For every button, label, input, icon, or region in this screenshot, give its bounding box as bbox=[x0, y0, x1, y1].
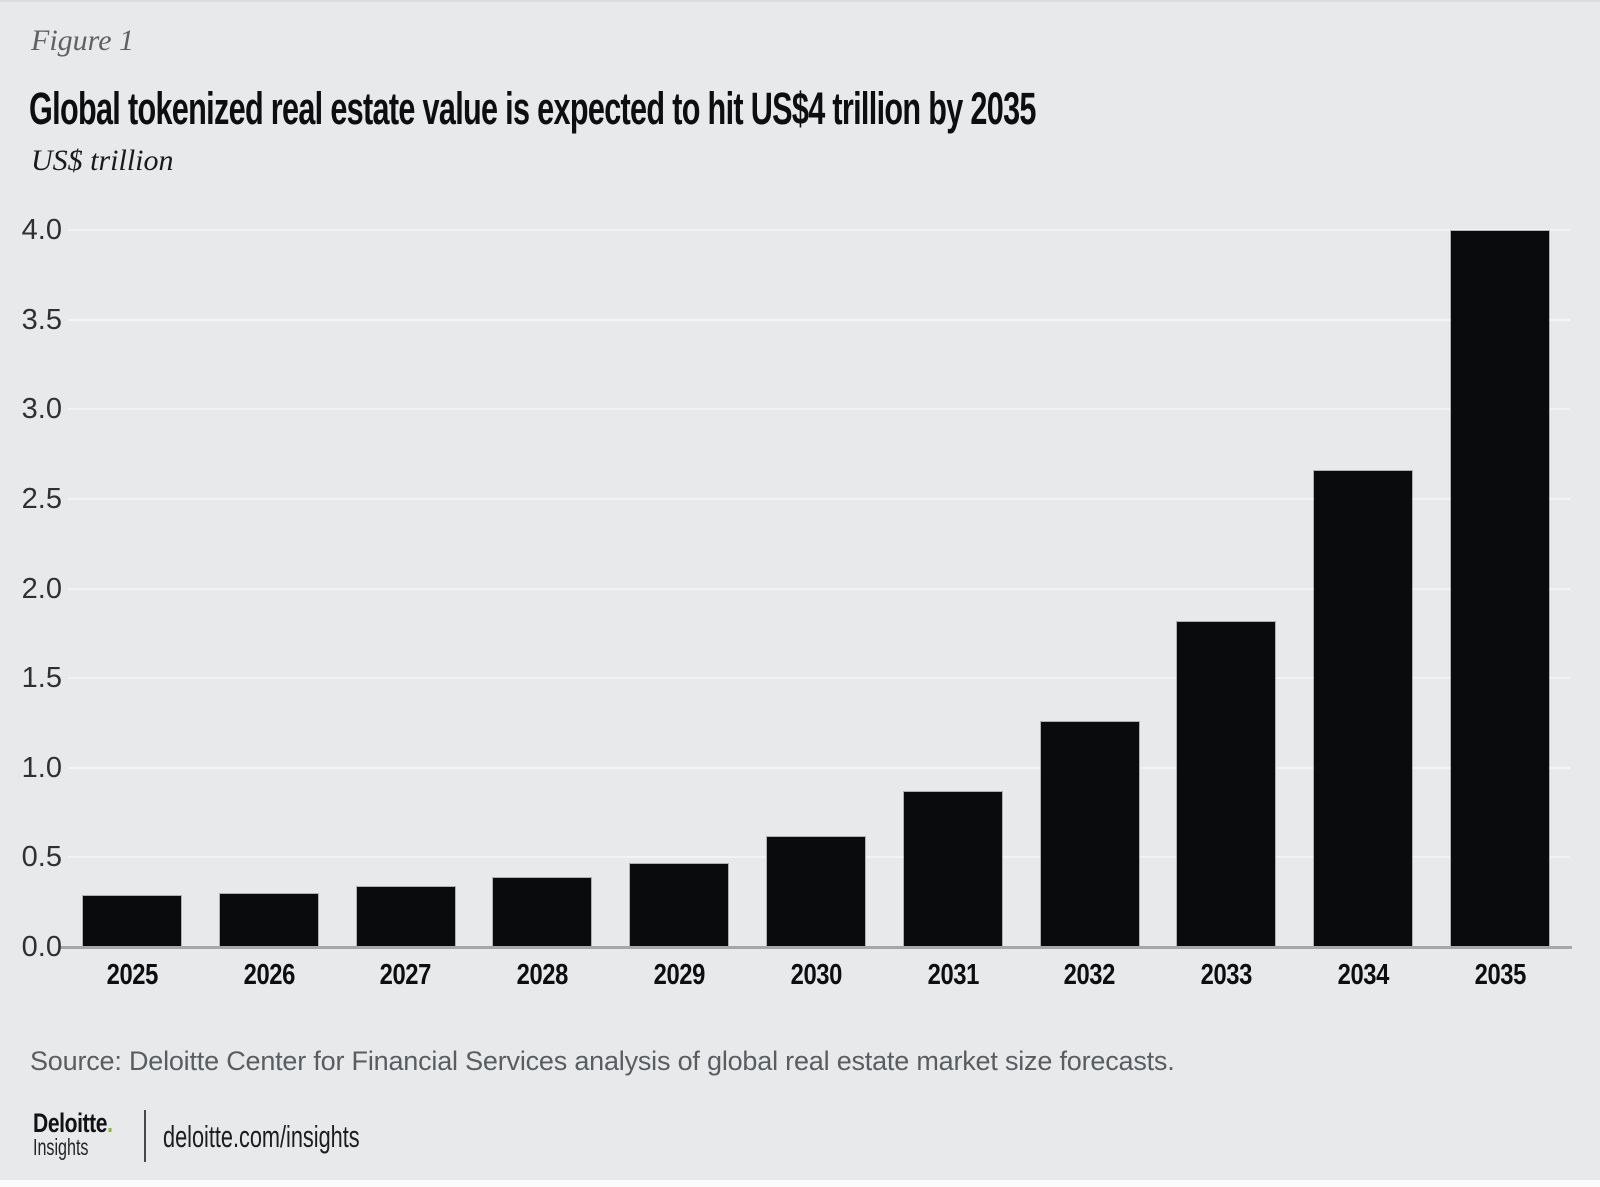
x-tick-label-2031: 2031 bbox=[883, 958, 1023, 992]
deloitte-logo: Deloitte. bbox=[33, 1108, 113, 1139]
x-tick-label-text: 2031 bbox=[927, 958, 979, 991]
x-tick-label-text: 2025 bbox=[106, 958, 158, 991]
x-tick-label-text: 2034 bbox=[1337, 958, 1390, 991]
x-tick-label-text: 2035 bbox=[1474, 958, 1526, 991]
gridline bbox=[68, 229, 1570, 231]
gridline bbox=[68, 766, 1570, 769]
y-tick-label: 1.5 bbox=[21, 662, 62, 695]
x-tick-label-text: 2027 bbox=[379, 958, 432, 991]
bottom-edge-divider bbox=[0, 1180, 1600, 1187]
bar-2031 bbox=[903, 792, 1002, 948]
bar-2028 bbox=[493, 878, 592, 948]
x-tick-label-2025: 2025 bbox=[62, 958, 202, 992]
deloitte-logo-text: Deloitte bbox=[33, 1108, 108, 1138]
x-tick-label-2034: 2034 bbox=[1293, 958, 1433, 992]
x-tick-label-text: 2029 bbox=[653, 958, 706, 991]
gridline bbox=[68, 677, 1570, 680]
bar-2027 bbox=[356, 887, 455, 948]
y-tick-label: 3.0 bbox=[21, 393, 62, 426]
source-note: Source: Deloitte Center for Financial Se… bbox=[30, 1046, 1175, 1076]
figure-label: Figure 1 bbox=[31, 24, 135, 57]
bar-2032 bbox=[1040, 722, 1139, 948]
y-tick-label: 2.5 bbox=[21, 482, 62, 515]
x-axis-baseline bbox=[60, 946, 1572, 949]
bar-2034 bbox=[1314, 471, 1413, 948]
x-tick-label-text: 2026 bbox=[243, 958, 295, 991]
chart-title: Global tokenized real estate value is ex… bbox=[29, 83, 1036, 134]
deloitte-logo-green-dot: . bbox=[107, 1108, 113, 1138]
x-tick-label-2027: 2027 bbox=[336, 958, 476, 992]
x-tick-label-2035: 2035 bbox=[1430, 958, 1570, 992]
x-tick-label-text: 2030 bbox=[790, 958, 842, 991]
gridline bbox=[68, 587, 1570, 590]
x-tick-label-2033: 2033 bbox=[1156, 958, 1296, 992]
gridline bbox=[68, 318, 1570, 321]
y-tick-label: 4.0 bbox=[21, 214, 62, 246]
x-tick-label-2029: 2029 bbox=[609, 958, 749, 992]
y-tick-label: 0.5 bbox=[21, 841, 62, 874]
y-tick-label: 0.0 bbox=[21, 931, 62, 963]
bar-2025 bbox=[83, 896, 181, 948]
x-tick-label-text: 2032 bbox=[1063, 958, 1116, 991]
deloitte-insights-label: Insights bbox=[33, 1134, 89, 1160]
y-tick-label: 3.5 bbox=[21, 303, 62, 336]
bar-2033 bbox=[1177, 621, 1276, 948]
plot-area bbox=[68, 229, 1570, 948]
x-tick-label-2028: 2028 bbox=[472, 958, 612, 992]
gridline bbox=[68, 408, 1570, 411]
x-tick-label-text: 2028 bbox=[516, 958, 569, 991]
bar-2029 bbox=[630, 863, 729, 948]
x-tick-label-2030: 2030 bbox=[746, 958, 886, 992]
x-tick-label-2026: 2026 bbox=[199, 958, 339, 992]
y-axis-unit-label: US$ trillion bbox=[31, 144, 174, 177]
bar-2030 bbox=[767, 836, 865, 948]
logo-divider bbox=[144, 1110, 146, 1162]
y-tick-label: 2.0 bbox=[21, 572, 62, 605]
gridline bbox=[68, 497, 1570, 500]
y-tick-label: 1.0 bbox=[21, 751, 62, 784]
insights-url: deloitte.com/insights bbox=[163, 1119, 360, 1154]
x-tick-label-2032: 2032 bbox=[1020, 958, 1160, 992]
bar-2035 bbox=[1451, 231, 1549, 948]
top-edge-divider bbox=[0, 0, 1600, 2]
bar-2026 bbox=[219, 894, 318, 948]
x-tick-label-text: 2033 bbox=[1200, 958, 1253, 991]
